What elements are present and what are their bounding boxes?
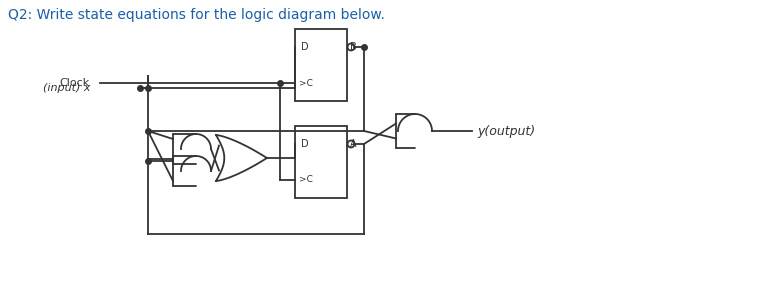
Text: y(output): y(output) xyxy=(477,125,535,137)
Text: A: A xyxy=(350,139,356,149)
Text: D: D xyxy=(301,42,309,52)
Text: Clock: Clock xyxy=(60,78,90,88)
Text: >C: >C xyxy=(300,176,313,185)
Text: B: B xyxy=(350,42,357,52)
Text: >C: >C xyxy=(300,79,313,88)
Bar xyxy=(295,126,347,198)
Bar xyxy=(295,29,347,101)
Text: (input) x: (input) x xyxy=(43,83,90,93)
Text: Q2: Write state equations for the logic diagram below.: Q2: Write state equations for the logic … xyxy=(8,8,385,22)
Text: D: D xyxy=(301,139,309,149)
